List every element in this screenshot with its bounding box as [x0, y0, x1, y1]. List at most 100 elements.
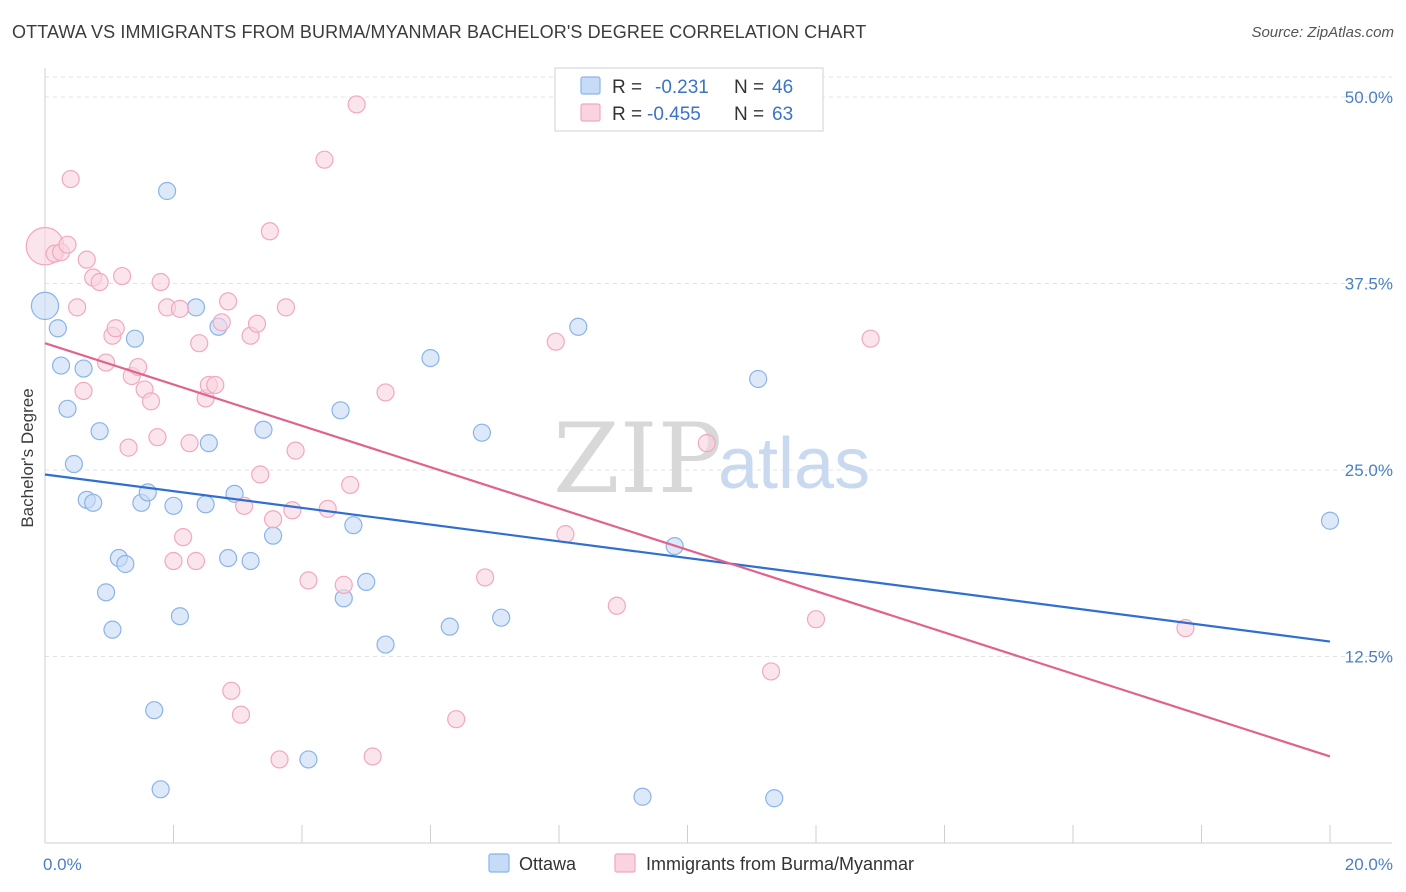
stats-n-label-burma: N = [734, 104, 764, 125]
legend-label-ottawa[interactable]: Ottawa [519, 854, 577, 874]
point-burma [219, 292, 238, 311]
point-ottawa [64, 454, 84, 474]
point-burma [74, 381, 93, 401]
watermark-zip: ZIP [553, 403, 722, 515]
watermark: ZIP atlas [553, 403, 870, 515]
point-burma [347, 95, 366, 114]
point-ottawa [765, 789, 784, 808]
y-tick-label: 12.5% [1345, 648, 1393, 667]
point-ottawa [472, 423, 491, 442]
point-burma [263, 510, 283, 529]
data-points [25, 95, 1340, 808]
point-burma [697, 434, 716, 453]
stats-n-value-ottawa: 46 [772, 77, 793, 98]
point-ottawa [299, 750, 318, 769]
point-burma [61, 169, 80, 189]
point-burma [148, 428, 167, 447]
stats-r-value-ottawa: -0.231 [655, 77, 709, 98]
point-burma [247, 314, 267, 333]
point-burma [376, 383, 395, 402]
point-burma [231, 705, 251, 724]
point-burma [260, 222, 279, 241]
point-burma [283, 501, 302, 520]
point-burma [206, 375, 225, 395]
point-ottawa [421, 349, 440, 368]
x-tick-labels: 0.0% 20.0% [43, 855, 1393, 874]
point-ottawa [170, 607, 190, 626]
legend-swatch-ottawa[interactable] [488, 853, 510, 873]
point-burma [164, 551, 183, 571]
point-ottawa [1320, 511, 1340, 530]
point-ottawa [344, 516, 363, 535]
point-burma [77, 250, 96, 269]
point-burma [286, 441, 305, 460]
point-burma [222, 681, 241, 700]
point-burma [212, 313, 231, 332]
point-ottawa [219, 548, 238, 568]
point-ottawa [74, 359, 93, 378]
legend-swatch-burma[interactable] [614, 853, 636, 873]
point-burma [334, 575, 353, 594]
point-burma [186, 551, 206, 571]
point-ottawa [749, 369, 768, 389]
point-ottawa [633, 787, 652, 806]
point-burma [270, 750, 289, 769]
y-tick-label: 25.0% [1345, 461, 1393, 480]
point-ottawa [569, 317, 588, 336]
point-burma [112, 266, 132, 286]
point-ottawa [90, 422, 109, 441]
point-burma [90, 272, 109, 292]
point-burma [447, 710, 466, 729]
point-burma [806, 610, 826, 629]
point-ottawa [151, 780, 170, 799]
point-ottawa [357, 572, 376, 592]
point-burma [180, 434, 199, 453]
point-ottawa [376, 635, 395, 654]
x-tick-label: 0.0% [43, 855, 82, 874]
x-tick-label: 20.0% [1345, 855, 1393, 874]
point-burma [341, 475, 360, 495]
point-burma [315, 150, 334, 169]
stats-r-label-burma: R = [612, 104, 642, 125]
point-burma [58, 235, 77, 254]
point-ottawa [196, 495, 215, 514]
point-burma [476, 568, 495, 587]
point-burma [276, 298, 296, 317]
point-burma [151, 272, 170, 292]
point-burma [119, 438, 138, 457]
chart-title: OTTAWA VS IMMIGRANTS FROM BURMA/MYANMAR … [12, 22, 867, 42]
y-tick-label: 37.5% [1345, 275, 1393, 294]
point-ottawa [30, 291, 60, 321]
point-ottawa [51, 356, 71, 375]
source-credit: Source: ZipAtlas.com [1251, 24, 1394, 41]
trend-line-burma [44, 342, 1331, 758]
stats-swatch-ottawa [580, 76, 601, 95]
point-burma [68, 298, 87, 317]
trend-lines [44, 342, 1331, 758]
point-burma [546, 332, 565, 351]
y-tick-labels: 12.5% 25.0% 37.5% 50.0% [1345, 88, 1393, 667]
point-burma [318, 499, 337, 518]
stats-n-label-ottawa: N = [734, 77, 764, 98]
point-burma [190, 334, 209, 353]
point-ottawa [125, 329, 145, 348]
point-ottawa [186, 298, 206, 317]
point-burma [861, 329, 880, 348]
point-ottawa [48, 319, 67, 338]
legend-label-burma[interactable]: Immigrants from Burma/Myanmar [646, 854, 914, 874]
stats-r-label-ottawa: R = [612, 77, 642, 98]
point-burma [170, 299, 190, 318]
series-legend: Ottawa Immigrants from Burma/Myanmar [488, 853, 914, 874]
point-burma [607, 596, 626, 615]
watermark-atlas: atlas [718, 424, 870, 504]
point-ottawa [116, 554, 135, 574]
point-ottawa [263, 526, 283, 545]
point-ottawa [331, 401, 350, 420]
stats-r-value-burma: -0.455 [647, 104, 701, 125]
point-ottawa [96, 583, 116, 602]
gridlines [45, 76, 1392, 657]
point-ottawa [241, 551, 260, 571]
point-burma [251, 465, 270, 484]
point-ottawa [440, 617, 459, 636]
point-ottawa [157, 181, 177, 201]
